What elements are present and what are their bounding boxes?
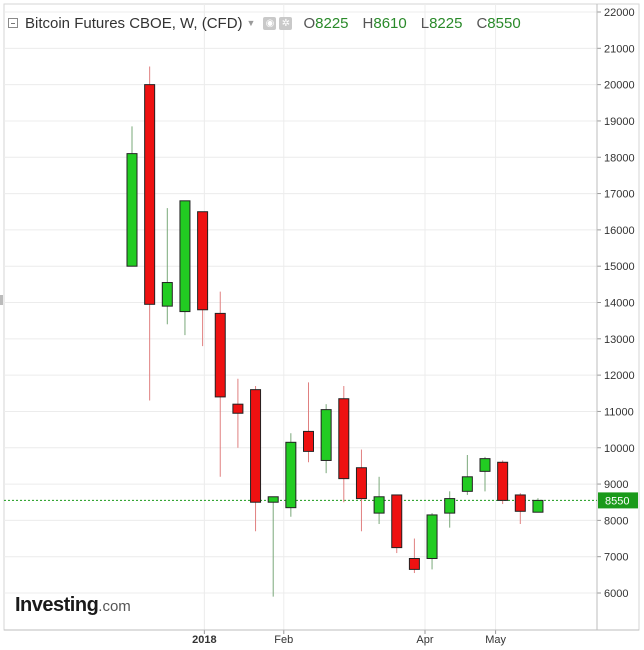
- y-tick-label: 9000: [604, 479, 628, 491]
- candle-body-down: [232, 403, 244, 414]
- candle-body-down: [144, 84, 156, 305]
- candle-body-down: [338, 398, 350, 480]
- chart-header: Bitcoin Futures CBOE, W, (CFD) ▼ ◉ ✲ O82…: [8, 13, 521, 33]
- candle-body-up: [179, 200, 191, 313]
- x-tick-label: May: [485, 634, 506, 646]
- candle-body-up: [444, 498, 456, 514]
- y-tick-label: 16000: [604, 225, 635, 237]
- investing-logo: Investing .com: [15, 594, 131, 616]
- candle-body-up: [461, 476, 473, 492]
- candle-body-down: [355, 467, 367, 500]
- settings-icon[interactable]: ✲: [279, 16, 293, 30]
- y-tick-label: 6000: [604, 588, 628, 600]
- y-tick-label: 11000: [604, 406, 634, 418]
- y-tick-label: 12000: [604, 370, 635, 382]
- candle-body-down: [250, 389, 262, 503]
- candle-body-down: [514, 494, 526, 512]
- candle-body-up: [267, 496, 279, 503]
- candle-body-up: [161, 282, 173, 307]
- candle-body-down: [497, 461, 509, 501]
- candle-body-up: [320, 409, 332, 461]
- ohlc-high: H8610: [362, 14, 407, 32]
- x-tick-label: Feb: [274, 634, 293, 646]
- y-tick-label: 13000: [604, 334, 635, 346]
- candle-body-up: [285, 441, 297, 509]
- ohlc-open: O8225: [303, 14, 349, 32]
- candle-body-up: [426, 514, 438, 560]
- candle-body-up: [373, 496, 385, 514]
- y-tick-label: 19000: [604, 116, 635, 128]
- y-tick-label: 10000: [604, 443, 635, 455]
- y-tick-label: 7000: [604, 552, 628, 564]
- y-tick-label: 17000: [604, 189, 635, 201]
- y-tick-label: 20000: [604, 80, 635, 92]
- y-tick-label: 8000: [604, 515, 628, 527]
- y-tick-label: 14000: [604, 298, 635, 310]
- collapse-icon[interactable]: [8, 18, 18, 28]
- visibility-icon[interactable]: ◉: [263, 16, 277, 30]
- candle-body-up: [532, 499, 544, 513]
- x-tick-label: Apr: [416, 634, 433, 646]
- y-tick-label: 22000: [604, 7, 635, 19]
- y-tick-label: 18000: [604, 152, 635, 164]
- candle-body-up: [126, 153, 138, 267]
- dropdown-arrow-icon[interactable]: ▼: [246, 18, 256, 28]
- plot-frame: [3, 3, 640, 631]
- ohlc-close: C8550: [476, 14, 521, 32]
- candle-body-down: [214, 312, 226, 398]
- candle-body-down: [303, 430, 314, 452]
- ohlc-readout: O8225 H8610 L8225 C8550: [303, 15, 520, 32]
- last-price-label: 8550: [605, 495, 629, 507]
- candle-body-down: [391, 494, 403, 549]
- panel-resize-handle[interactable]: [0, 295, 3, 305]
- x-tick-label: 2018: [192, 634, 216, 646]
- last-price-badge: [598, 492, 638, 509]
- candle-body-down: [197, 211, 209, 311]
- y-tick-label: 21000: [604, 43, 635, 55]
- y-tick-label: 15000: [604, 261, 635, 273]
- ohlc-low: L8225: [420, 14, 463, 32]
- candle-body-down: [408, 558, 420, 570]
- candle-body-up: [479, 458, 491, 472]
- chart-title: Bitcoin Futures CBOE, W, (CFD): [25, 14, 243, 32]
